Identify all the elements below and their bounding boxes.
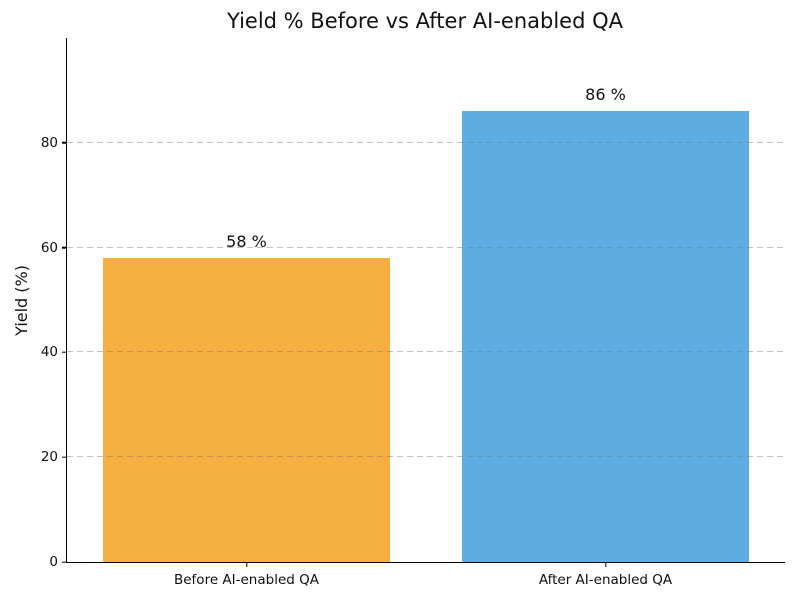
y-axis-label: Yield (%) xyxy=(11,264,31,336)
y-tick-label-20: 20 xyxy=(40,449,58,466)
bar-value-label-before: 58 % xyxy=(226,232,267,252)
gridline-y-80 xyxy=(67,141,785,143)
chart-title: Yield % Before vs After AI-enabled QA xyxy=(226,9,623,33)
y-tick-mark-60 xyxy=(62,246,67,249)
y-axis-label-container: Yield (%) xyxy=(8,38,34,562)
gridline-y-40 xyxy=(67,351,785,353)
y-tick-mark-20 xyxy=(62,456,67,458)
x-tick-label-after: After AI-enabled QA xyxy=(538,572,673,588)
gridline-y-60 xyxy=(67,246,785,248)
x-tick-mark-before xyxy=(245,562,248,567)
x-tick-label-before: Before AI-enabled QA xyxy=(173,572,319,588)
plot-area: 58 % 86 % Before AI-enabled QA After AI-… xyxy=(41,38,785,588)
y-tick-mark-0 xyxy=(62,561,67,563)
y-tick-label-40: 40 xyxy=(40,344,58,361)
y-tick-label-60: 60 xyxy=(40,239,58,256)
bar-value-label-after: 86 % xyxy=(585,85,626,105)
bar-after-ai-qa xyxy=(461,111,750,562)
y-tick-label-0: 0 xyxy=(49,554,58,570)
y-tick-mark-40 xyxy=(62,351,67,354)
y-tick-mark-80 xyxy=(62,142,67,144)
bar-before-ai-qa xyxy=(102,258,391,562)
gridline-y-20 xyxy=(67,456,785,458)
y-tick-label-80: 80 xyxy=(40,134,58,151)
x-tick-mark-after xyxy=(604,562,607,567)
